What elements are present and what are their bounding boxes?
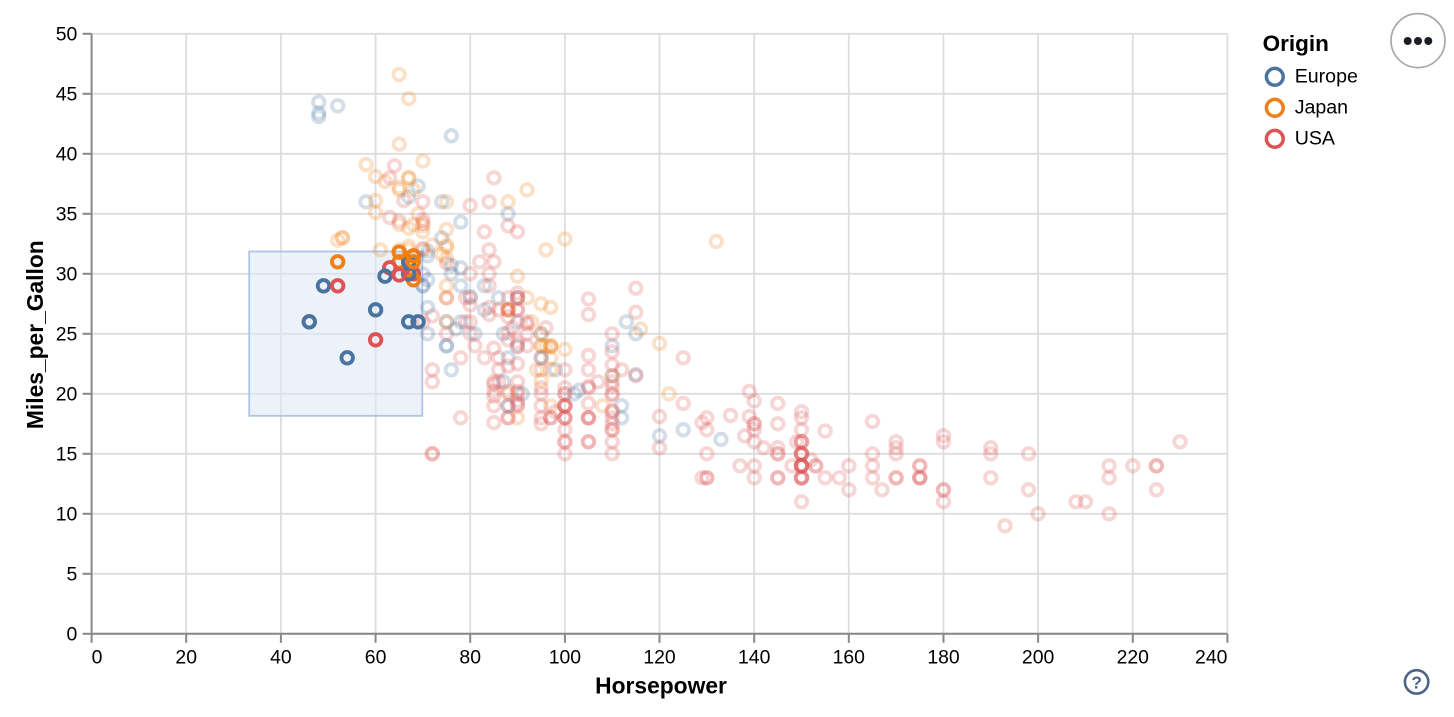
svg-text:60: 60: [365, 647, 387, 669]
svg-text:10: 10: [56, 504, 78, 526]
svg-text:Horsepower: Horsepower: [595, 673, 727, 699]
svg-text:100: 100: [549, 647, 582, 669]
svg-text:5: 5: [67, 564, 78, 586]
svg-text:180: 180: [927, 647, 960, 669]
svg-text:160: 160: [833, 647, 866, 669]
svg-text:35: 35: [56, 204, 78, 226]
svg-text:0: 0: [92, 647, 103, 669]
svg-text:45: 45: [56, 84, 78, 106]
svg-text:25: 25: [56, 324, 78, 346]
svg-text:30: 30: [56, 264, 78, 286]
svg-text:50: 50: [56, 24, 78, 46]
svg-text:Japan: Japan: [1295, 96, 1348, 118]
svg-text:220: 220: [1117, 647, 1150, 669]
svg-text:140: 140: [738, 647, 771, 669]
svg-text:80: 80: [459, 647, 481, 669]
svg-text:20: 20: [175, 647, 197, 669]
svg-text:40: 40: [56, 144, 78, 166]
svg-text:USA: USA: [1295, 127, 1336, 149]
svg-text:120: 120: [643, 647, 676, 669]
svg-text:0: 0: [67, 624, 78, 646]
svg-text:240: 240: [1195, 647, 1228, 669]
svg-text:200: 200: [1022, 647, 1055, 669]
svg-text:20: 20: [56, 384, 78, 406]
svg-text:?: ?: [1411, 673, 1422, 693]
svg-text:Europe: Europe: [1295, 65, 1358, 87]
svg-text:15: 15: [56, 444, 78, 466]
svg-text:Origin: Origin: [1263, 31, 1329, 56]
svg-text:Miles_per_Gallon: Miles_per_Gallon: [22, 240, 48, 429]
svg-text:40: 40: [270, 647, 292, 669]
